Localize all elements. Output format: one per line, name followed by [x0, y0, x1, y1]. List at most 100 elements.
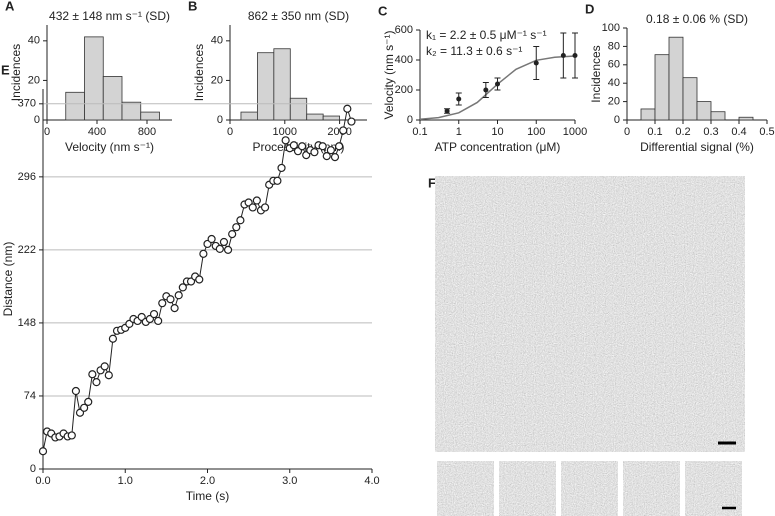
panel-label: D	[585, 1, 594, 16]
point	[207, 234, 216, 244]
panel-label: A	[5, 0, 15, 13]
x-tick-label: 0	[227, 126, 233, 138]
point	[108, 334, 118, 343]
y-tick-label: 222	[18, 244, 36, 256]
point	[170, 304, 179, 313]
point	[199, 249, 208, 258]
bar	[322, 115, 341, 121]
bar	[668, 36, 684, 121]
y-tick-label: 60	[608, 59, 620, 71]
point	[281, 136, 290, 145]
point	[67, 431, 76, 440]
y-tick-label: 100	[602, 22, 620, 34]
point	[166, 295, 175, 304]
micrograph-panel: F	[428, 175, 745, 516]
bar	[289, 97, 308, 121]
y-axis-label: Incidences	[589, 45, 603, 102]
y-tick-label: 40	[28, 35, 40, 47]
panel-label: B	[188, 0, 197, 13]
y-tick-label: 20	[211, 74, 223, 86]
point	[228, 229, 237, 239]
y-tick-label: 200	[395, 84, 413, 96]
x-tick-label: 100	[527, 126, 545, 138]
point	[339, 126, 348, 135]
point	[88, 370, 97, 379]
panel-label: E	[1, 62, 10, 77]
y-tick-label: 0	[217, 114, 223, 126]
point	[560, 53, 566, 58]
point	[223, 245, 233, 254]
point	[335, 142, 344, 151]
chart-title: 432 ± 148 nm s⁻¹ (SD)	[49, 9, 170, 23]
point	[84, 397, 93, 406]
bar	[306, 113, 324, 121]
bar	[256, 52, 275, 121]
x-tick-label: 0.1	[412, 126, 427, 138]
point	[252, 196, 261, 205]
y-tick-label: 80	[608, 40, 620, 52]
bar	[738, 116, 754, 121]
point	[100, 362, 109, 371]
y-tick-label: 40	[211, 35, 223, 47]
point	[219, 237, 229, 247]
y-axis-label: Velocity (nm s⁻¹)	[382, 30, 396, 119]
point	[38, 447, 48, 456]
point	[174, 291, 183, 300]
y-tick-label: 148	[18, 317, 36, 329]
x-tick-label: 800	[138, 126, 156, 138]
y-tick-label: 40	[608, 77, 620, 89]
point	[533, 60, 539, 66]
y-axis-label: Distance (nm)	[1, 242, 15, 317]
point	[326, 146, 335, 155]
point	[318, 142, 327, 151]
x-axis-label: Velocity (nm s⁻¹)	[65, 140, 154, 154]
inset	[623, 461, 680, 516]
bar	[710, 111, 726, 121]
x-tick-label: 0.2	[675, 126, 690, 138]
y-axis-label: Incidences	[9, 44, 23, 101]
point	[343, 104, 352, 113]
point	[232, 223, 241, 232]
y-tick-label: 20	[608, 96, 620, 108]
x-tick-label: 1000	[273, 126, 297, 138]
y-tick-label: 0	[30, 463, 36, 475]
x-tick-label: 3.0	[282, 475, 297, 487]
point	[104, 371, 113, 380]
x-tick-label: 0.0	[35, 475, 50, 487]
bar	[121, 101, 142, 121]
y-tick-label: 0	[614, 114, 620, 126]
point	[195, 275, 204, 284]
point	[444, 108, 450, 114]
y-tick-label: 74	[24, 390, 36, 402]
bar	[696, 101, 712, 121]
point	[215, 244, 224, 253]
inset	[437, 461, 494, 516]
point	[236, 216, 245, 225]
bar	[273, 48, 291, 121]
bar	[65, 91, 85, 121]
annotation: k₁ = 2.2 ± 0.5 μM⁻¹ s⁻¹	[426, 28, 547, 42]
inset	[499, 461, 556, 516]
point	[456, 96, 462, 102]
chart-title: 0.18 ± 0.06 % (SD)	[646, 12, 748, 26]
y-axis-label: Incidences	[192, 44, 206, 101]
point	[92, 378, 101, 387]
bar	[84, 36, 104, 121]
point	[154, 316, 163, 326]
x-axis-label: Time (s)	[186, 489, 230, 503]
bar	[140, 111, 160, 121]
x-axis-label: Differential signal (%)	[640, 140, 754, 154]
bar	[240, 111, 258, 121]
y-tick-label: 400	[395, 54, 413, 66]
x-tick-label: 1.0	[118, 475, 133, 487]
y-tick-label: 370	[18, 98, 36, 110]
x-tick-label: 0.5	[759, 126, 774, 138]
bar	[102, 76, 123, 121]
chart-title: 862 ± 350 nm (SD)	[248, 9, 349, 23]
point	[277, 163, 286, 173]
point	[273, 176, 282, 185]
point	[80, 403, 89, 412]
x-tick-label: 10	[491, 126, 503, 138]
panel-label: F	[428, 175, 436, 190]
